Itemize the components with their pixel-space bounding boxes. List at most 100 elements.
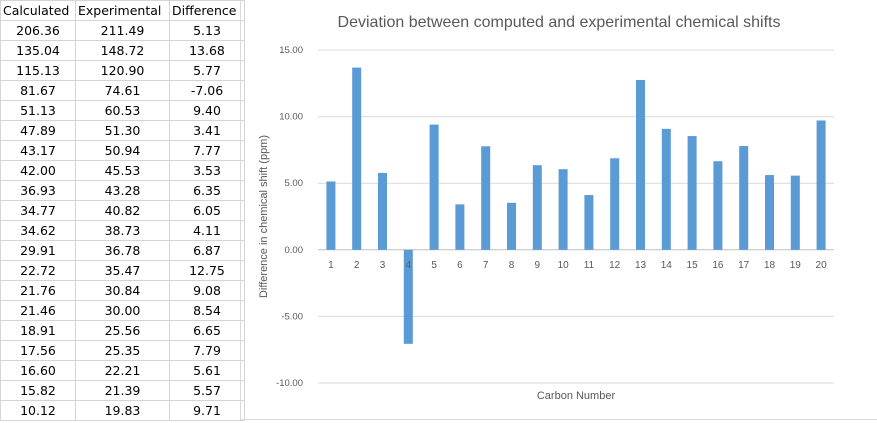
table-cell[interactable]: 18.91 <box>0 320 76 341</box>
table-cell[interactable]: 43.28 <box>75 180 170 201</box>
table-cell[interactable]: 45.53 <box>75 160 170 181</box>
table-row: 81.67 74.61 -7.06 <box>0 80 245 101</box>
table-cell[interactable]: -7.06 <box>169 80 245 101</box>
table-cell[interactable]: 148.72 <box>75 40 170 61</box>
table-cell[interactable]: 51.13 <box>0 100 76 121</box>
bar <box>481 146 491 250</box>
x-tick-label: 13 <box>635 260 647 271</box>
table-cell[interactable]: 29.91 <box>0 240 76 261</box>
table-cell[interactable]: 30.00 <box>75 300 170 321</box>
table-cell[interactable]: 40.82 <box>75 200 170 221</box>
table-cell[interactable]: 42.00 <box>0 160 76 181</box>
bar <box>455 204 465 250</box>
table-cell[interactable]: 5.57 <box>169 380 245 401</box>
table-row: 43.17 50.94 7.77 <box>0 140 245 161</box>
table-cell[interactable]: 7.77 <box>169 140 245 161</box>
bar <box>352 67 362 250</box>
x-tick-label: 20 <box>816 260 828 271</box>
y-axis-label: Difference in chemical shift (ppm) <box>258 135 270 298</box>
x-tick-label: 14 <box>661 260 673 271</box>
table-cell[interactable]: 15.82 <box>0 380 76 401</box>
bar <box>507 202 516 250</box>
table-cell[interactable]: 50.94 <box>75 140 170 161</box>
x-tick-label: 4 <box>406 260 412 271</box>
chart: Deviation between computed and experimen… <box>240 0 877 420</box>
table-cell[interactable]: 35.47 <box>75 260 170 281</box>
table-cell[interactable]: 6.35 <box>169 180 245 201</box>
y-tick-label: 15.00 <box>279 45 303 56</box>
table-cell[interactable]: 13.68 <box>169 40 245 61</box>
bar <box>558 169 568 250</box>
table-cell[interactable]: 6.65 <box>169 320 245 341</box>
x-tick-label: 12 <box>609 260 621 271</box>
table-cell[interactable]: 74.61 <box>75 80 170 101</box>
table-cell[interactable]: 19.83 <box>75 400 170 421</box>
table-cell[interactable]: 5.13 <box>169 20 245 41</box>
column-header[interactable]: Difference <box>169 0 245 21</box>
table-cell[interactable]: 120.90 <box>75 60 170 81</box>
table-cell[interactable]: 12.75 <box>169 260 245 281</box>
table-cell[interactable]: 5.77 <box>169 60 245 81</box>
table-cell[interactable]: 115.13 <box>0 60 76 81</box>
x-tick-label: 7 <box>483 260 489 271</box>
y-tick-label: 0.00 <box>285 245 304 256</box>
table-cell[interactable]: 6.87 <box>169 240 245 261</box>
table-row: 34.62 38.73 4.11 <box>0 220 245 241</box>
column-header[interactable]: Calculated <box>0 0 76 21</box>
x-tick-label: 5 <box>431 260 437 271</box>
table-cell[interactable]: 6.05 <box>169 200 245 221</box>
table-cell[interactable]: 7.79 <box>169 340 245 361</box>
table-cell[interactable]: 81.67 <box>0 80 76 101</box>
table-row: 16.60 22.21 5.61 <box>0 360 245 381</box>
table-cell[interactable]: 38.73 <box>75 220 170 241</box>
table-cell[interactable]: 34.77 <box>0 200 76 221</box>
table-cell[interactable]: 22.21 <box>75 360 170 381</box>
table-cell[interactable]: 9.71 <box>169 400 245 421</box>
table-row: 15.82 21.39 5.57 <box>0 380 245 401</box>
table-cell[interactable]: 9.08 <box>169 280 245 301</box>
table-cell[interactable]: 21.76 <box>0 280 76 301</box>
table-cell[interactable]: 60.53 <box>75 100 170 121</box>
y-tick-label: 10.00 <box>279 112 303 123</box>
table-cell[interactable]: 17.56 <box>0 340 76 361</box>
bar <box>790 175 800 250</box>
table-cell[interactable]: 4.11 <box>169 220 245 241</box>
table-cell[interactable]: 34.62 <box>0 220 76 241</box>
column-header[interactable]: Experimental <box>75 0 170 21</box>
table-cell[interactable]: 36.93 <box>0 180 76 201</box>
table-cell[interactable]: 8.54 <box>169 300 245 321</box>
x-tick-label: 9 <box>535 260 541 271</box>
table-cell[interactable]: 21.39 <box>75 380 170 401</box>
bar <box>429 124 439 250</box>
table-cell[interactable]: 25.56 <box>75 320 170 341</box>
chart-svg: Deviation between computed and experimen… <box>258 14 834 402</box>
table-cell[interactable]: 3.53 <box>169 160 245 181</box>
table-cell[interactable]: 10.12 <box>0 400 76 421</box>
table-cell[interactable]: 21.46 <box>0 300 76 321</box>
table-cell[interactable]: 30.84 <box>75 280 170 301</box>
x-tick-label: 11 <box>584 260 595 271</box>
table-cell[interactable]: 135.04 <box>0 40 76 61</box>
x-tick-label: 8 <box>509 260 515 271</box>
table-row: 18.91 25.56 6.65 <box>0 320 245 341</box>
bar <box>713 161 723 250</box>
table-row: 29.91 36.78 6.87 <box>0 240 245 261</box>
table-cell[interactable]: 47.89 <box>0 120 76 141</box>
table-cell[interactable]: 16.60 <box>0 360 76 381</box>
x-tick-label: 19 <box>790 260 802 271</box>
table-cell[interactable]: 25.35 <box>75 340 170 361</box>
y-tick-label: -5.00 <box>281 311 303 322</box>
bar <box>816 120 826 250</box>
bar <box>636 79 645 250</box>
bar <box>739 146 749 250</box>
table-row: 21.46 30.00 8.54 <box>0 300 245 321</box>
table-cell[interactable]: 22.72 <box>0 260 76 281</box>
table-cell[interactable]: 51.30 <box>75 120 170 141</box>
table-cell[interactable]: 43.17 <box>0 140 76 161</box>
table-cell[interactable]: 5.61 <box>169 360 245 381</box>
table-cell[interactable]: 3.41 <box>169 120 245 141</box>
table-cell[interactable]: 211.49 <box>75 20 170 41</box>
table-cell[interactable]: 36.78 <box>75 240 170 261</box>
table-cell[interactable]: 9.40 <box>169 100 245 121</box>
table-cell[interactable]: 206.36 <box>0 20 76 41</box>
